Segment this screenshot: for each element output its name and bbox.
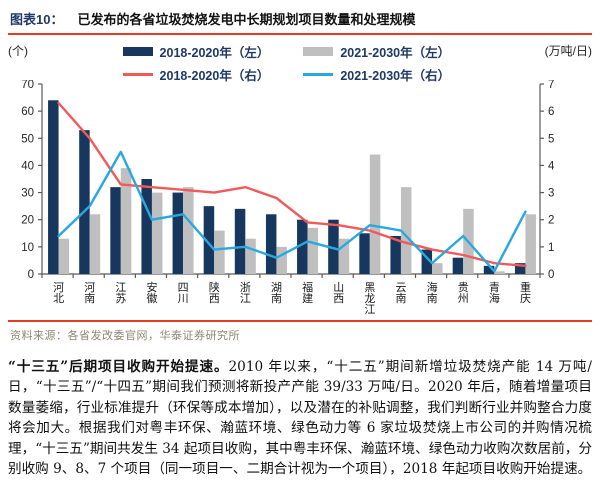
bar-navy-云南 (390, 236, 401, 274)
left-axis-tick-label: 0 (28, 269, 34, 281)
body-paragraph: “十三五”后期项目收购开始提速。2010 年以来，“十二五”期间新增垃圾焚烧产能… (8, 357, 592, 479)
x-label-福建: 福建 (302, 280, 313, 305)
bar-gray-黑龙江 (369, 154, 381, 274)
bar-navy-河南 (79, 130, 90, 274)
chart-top-row: (个) 2018-2020年（左） 2021-2030年（左） 2018-202… (8, 40, 592, 83)
figure-title: 已发布的各省垃圾焚烧发电中长期规划项目数量和处理规模 (77, 12, 416, 27)
bar-gray-湖南 (276, 246, 287, 274)
x-label-海南: 海南 (427, 280, 438, 305)
right-axis-tick-label: 5 (548, 133, 554, 145)
left-axis-tick-label: 50 (21, 133, 34, 145)
bar-gray-云南 (400, 187, 412, 274)
legend-label: 2018-2020年（左） (159, 46, 270, 60)
left-axis-tick-label: 10 (21, 242, 34, 254)
figure-label: 图表10： (10, 12, 64, 27)
bar-navy-四川 (172, 192, 184, 274)
bar-navy-贵州 (452, 257, 464, 274)
right-axis-tick-label: 1 (548, 242, 554, 254)
bar-gray-河南 (89, 214, 101, 274)
bar-gray-福建 (307, 227, 319, 274)
report-page: 图表10： 已发布的各省垃圾焚烧发电中长期规划项目数量和处理规模 (个) 201… (8, 6, 592, 479)
bar-gray-陕西 (214, 230, 225, 274)
x-label-江苏: 江苏 (115, 281, 126, 305)
x-label-云南: 云南 (395, 282, 406, 305)
legend-item-bar-2018-2020: 2018-2020年（左） (122, 42, 270, 61)
bar-gray-浙江 (245, 238, 256, 274)
bar-gray-江苏 (120, 168, 132, 274)
bar-gray-安徽 (151, 192, 163, 274)
right-axis-tick-label: 6 (548, 106, 554, 118)
right-axis-unit: (万吨/日) (544, 44, 592, 58)
source-note: 资料来源：各省发改委官网，华泰证券研究所 (8, 320, 592, 343)
line-series-cyan (57, 150, 527, 273)
left-axis-tick-label: 70 (21, 80, 34, 91)
legend-item-bar-2021-2030: 2021-2030年（左） (303, 42, 450, 61)
legend-bar-swatch-gray (303, 47, 334, 56)
x-label-河南: 河南 (84, 281, 95, 305)
right-axis-tick-label: 2 (548, 215, 554, 227)
x-label-贵州: 贵州 (458, 281, 469, 305)
x-label-青海: 青海 (489, 281, 500, 305)
bar-navy-黑龙江 (359, 233, 370, 274)
right-axis-tick-label: 3 (548, 188, 554, 200)
figure-header: 图表10： 已发布的各省垃圾焚烧发电中长期规划项目数量和处理规模 (8, 6, 592, 35)
x-label-安徽: 安徽 (146, 280, 157, 305)
right-axis-tick-label: 7 (548, 80, 554, 91)
body-rest: 2010 年以来，“十二五”期间新增垃圾焚烧产能 14 万吨/日，“十三五”/“… (8, 359, 592, 477)
bar-navy-陕西 (203, 206, 215, 274)
legend-item-line-2018-2020: 2018-2020年（右） (122, 65, 270, 84)
right-axis-tick-label: 0 (548, 269, 554, 281)
bar-gray-青海 (494, 271, 505, 274)
bar-gray-四川 (183, 187, 194, 274)
legend-item-line-2021-2030: 2021-2030年（右） (303, 65, 450, 84)
left-axis-tick-label: 60 (21, 106, 34, 118)
x-label-重庆: 重庆 (520, 280, 531, 305)
legend-line-swatch-cyan (303, 73, 334, 76)
x-label-浙江: 浙江 (240, 281, 251, 305)
body-lead-bold: “十三五”后期项目收购开始提速。 (8, 359, 229, 375)
bar-gray-山西 (338, 238, 350, 274)
legend-label: 2018-2020年（右） (159, 69, 270, 83)
bar-navy-青海 (483, 265, 495, 274)
bar-navy-福建 (297, 219, 308, 274)
left-axis-unit: (个) (8, 44, 28, 58)
right-axis-tick-label: 4 (548, 160, 555, 172)
bar-gray-河北 (58, 238, 70, 274)
legend-line-swatch-red (122, 73, 153, 76)
legend-label: 2021-2030年（左） (340, 46, 451, 60)
x-label-陕西: 陕西 (209, 280, 220, 305)
bar-navy-安徽 (141, 179, 152, 274)
left-axis-tick-label: 40 (21, 160, 34, 172)
x-label-山西: 山西 (333, 281, 344, 305)
bar-navy-山西 (328, 219, 339, 274)
x-label-四川: 四川 (178, 282, 189, 305)
chart-legend: 2018-2020年（左） 2021-2030年（左） 2018-2020年（右… (122, 40, 450, 84)
x-label-湖南: 湖南 (271, 281, 282, 305)
bar-navy-海南 (421, 249, 433, 274)
combo-chart: 0 10 20 30 40 50 60 70 0 1 2 3 4 5 6 7 河北河南江苏安徽四川陕西浙江湖南福… (21, 80, 555, 316)
left-axis-tick-label: 30 (21, 188, 34, 200)
bar-navy-浙江 (234, 208, 246, 274)
legend-bar-swatch-navy (122, 47, 153, 56)
bar-gray-海南 (432, 263, 443, 274)
left-axis-tick-label: 20 (21, 215, 34, 227)
legend-label: 2021-2030年（右） (340, 69, 451, 83)
bar-navy-重庆 (514, 263, 526, 274)
bar-navy-江苏 (110, 187, 121, 274)
bar-navy-河北 (48, 100, 59, 275)
bar-navy-湖南 (265, 214, 277, 274)
x-label-河北: 河北 (53, 281, 64, 305)
bar-gray-重庆 (525, 214, 536, 274)
x-label-黑龙江: 黑龙江 (364, 281, 375, 316)
